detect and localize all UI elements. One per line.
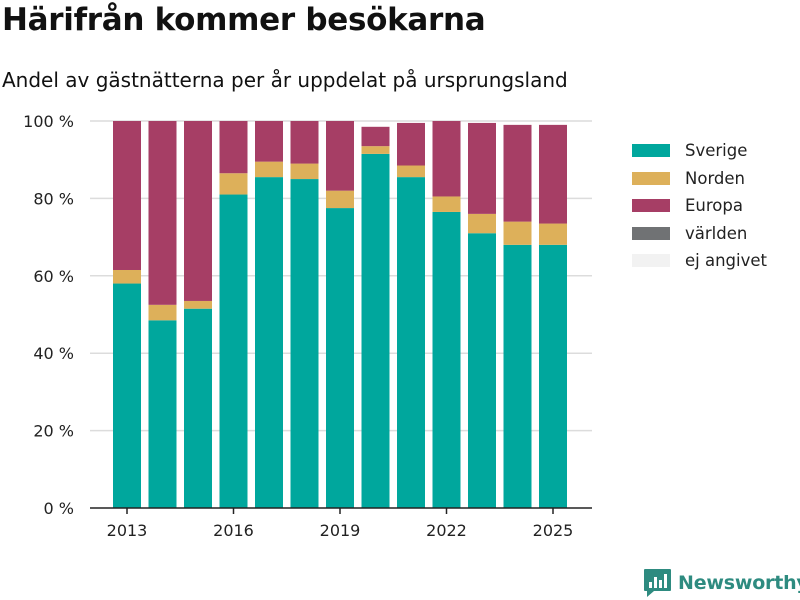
y-tick-label: 80 % xyxy=(33,189,74,208)
bar-segment xyxy=(503,221,532,245)
bar-segment xyxy=(468,122,496,214)
legend-item: ej angivet xyxy=(632,247,767,275)
legend-label: Norden xyxy=(685,168,746,188)
bar-segment xyxy=(397,122,425,166)
legend-swatch xyxy=(632,226,670,240)
x-tick-label: 2022 xyxy=(426,521,467,540)
legend-item: Norden xyxy=(632,165,767,193)
y-axis-labels: 0 % 20 % 40 % 60 % 80 % 100 % xyxy=(23,112,74,518)
bar-segment xyxy=(361,126,390,147)
legend-item: Sverige xyxy=(632,137,767,165)
bar-segment xyxy=(361,146,390,154)
x-tick-label: 2016 xyxy=(213,521,254,540)
x-axis-ticks: 2013 2016 2019 2022 2025 xyxy=(107,508,574,540)
bar-segment xyxy=(148,320,177,508)
bar-segment xyxy=(290,163,319,180)
bar-segment xyxy=(326,121,354,191)
bar-segment xyxy=(290,179,319,509)
bar-segment xyxy=(184,121,212,301)
bar-segment xyxy=(290,121,319,164)
bar-segment xyxy=(468,213,496,234)
bar-segment xyxy=(184,300,212,309)
brand-logo: Newsworthy xyxy=(644,568,800,598)
legend-item: världen xyxy=(632,220,767,248)
bars xyxy=(113,121,567,509)
legend-item: Europa xyxy=(632,192,767,220)
bar-segment xyxy=(113,283,141,508)
y-tick-label: 60 % xyxy=(33,267,74,286)
bar-segment xyxy=(255,161,283,178)
legend-swatch xyxy=(632,171,670,185)
bar-segment xyxy=(432,211,461,508)
bar-segment xyxy=(468,233,496,509)
legend: Sverige Norden Europa världen ej angivet xyxy=(632,137,767,275)
bar-segment xyxy=(219,173,248,195)
y-tick-label: 0 % xyxy=(44,499,74,518)
bar-segment xyxy=(397,165,425,178)
x-tick-label: 2025 xyxy=(533,521,574,540)
legend-swatch xyxy=(632,254,670,268)
bar-segment xyxy=(539,223,567,245)
bar-segment xyxy=(113,269,141,284)
legend-swatch xyxy=(632,199,670,213)
bar-segment xyxy=(361,153,390,508)
bar-segment xyxy=(503,124,532,222)
bar-segment xyxy=(539,244,567,508)
x-tick-label: 2013 xyxy=(107,521,148,540)
y-tick-label: 20 % xyxy=(33,422,74,441)
bar-segment xyxy=(184,308,212,508)
y-tick-label: 100 % xyxy=(23,112,74,131)
legend-swatch xyxy=(632,144,670,158)
bar-segment xyxy=(326,190,354,209)
bar-segment xyxy=(397,177,425,509)
brand-label: Newsworthy xyxy=(678,572,800,594)
bar-segment xyxy=(255,177,283,509)
legend-label: Sverige xyxy=(685,141,748,161)
bar-segment xyxy=(148,304,177,321)
y-tick-label: 40 % xyxy=(33,344,74,363)
bar-segment xyxy=(113,121,141,270)
chart-title: Härifrån kommer besökarna xyxy=(2,2,486,38)
bar-chart-logo-icon xyxy=(644,569,671,597)
legend-label: världen xyxy=(685,223,748,243)
legend-label: Europa xyxy=(685,196,743,216)
bar-segment xyxy=(219,121,248,174)
bar-segment xyxy=(219,194,248,508)
legend-label: ej angivet xyxy=(685,251,767,271)
bar-segment xyxy=(539,124,567,224)
bar-segment xyxy=(503,244,532,508)
bar-segment xyxy=(432,121,461,197)
bar-segment xyxy=(432,196,461,212)
x-tick-label: 2019 xyxy=(320,521,361,540)
bar-segment xyxy=(148,121,177,305)
bar-segment xyxy=(255,121,283,162)
bar-segment xyxy=(326,208,354,508)
chart-subtitle: Andel av gästnätterna per år uppdelat på… xyxy=(2,68,568,92)
